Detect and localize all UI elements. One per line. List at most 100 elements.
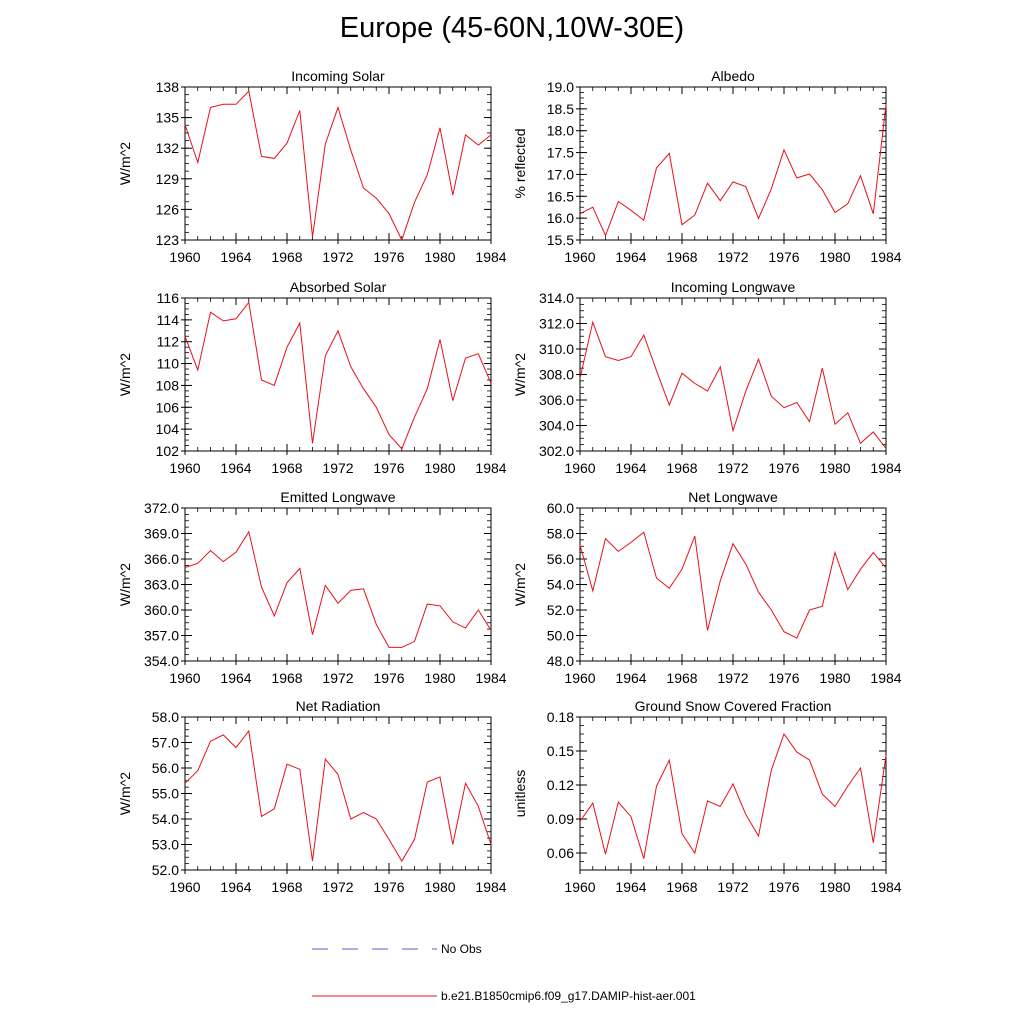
x-tick-label: 1960 [169, 879, 200, 895]
legend-line-solid [312, 995, 437, 997]
panel-title: Incoming Solar [291, 68, 385, 84]
panel-title: Ground Snow Covered Fraction [635, 698, 832, 714]
x-tick-label: 1968 [666, 460, 697, 476]
y-tick-label: 114 [157, 312, 180, 328]
y-tick-label: 17.5 [547, 145, 574, 161]
x-tick-label: 1968 [271, 460, 302, 476]
x-tick-label: 1968 [271, 249, 302, 265]
legend-line-dashed [312, 948, 437, 950]
y-tick-label: 58.0 [547, 526, 574, 542]
y-tick-label: 110 [157, 356, 180, 372]
x-tick-label: 1984 [870, 249, 901, 265]
x-tick-label: 1964 [220, 879, 251, 895]
series-line-0 [579, 531, 887, 639]
x-tick-label: 1976 [768, 249, 799, 265]
x-tick-label: 1980 [424, 879, 455, 895]
x-tick-label: 1972 [717, 460, 748, 476]
plot-frame [184, 716, 492, 871]
y-tick-label: 357.0 [144, 628, 179, 644]
chart-panel-3: Incoming Longwave W/m^2 302.0 304.0 306.0 308… [512, 279, 902, 476]
x-tick-label: 1976 [373, 460, 404, 476]
x-tick-label: 1980 [819, 249, 850, 265]
x-tick-label: 1980 [819, 670, 850, 686]
y-tick-label: 363.0 [144, 577, 179, 593]
y-tick-label: 302.0 [539, 443, 574, 459]
x-tick-label: 1968 [271, 670, 302, 686]
y-tick-label: 17.0 [547, 166, 574, 182]
y-tick-label: 308.0 [539, 367, 574, 383]
y-tick-label: 16.5 [547, 188, 574, 204]
y-tick-label: 138 [156, 79, 180, 95]
chart-panel-1: Albedo % reflected 15.5 16.0 16.5 17.0 17.5 18.… [512, 68, 902, 265]
x-tick-label: 1968 [271, 879, 302, 895]
x-tick-label: 1980 [424, 670, 455, 686]
x-tick-label: 1972 [322, 460, 353, 476]
y-tick-label: 306.0 [539, 392, 574, 408]
panel-title: Net Radiation [296, 698, 381, 714]
series-line-0 [579, 732, 887, 859]
x-tick-label: 1976 [373, 249, 404, 265]
series-line-0 [184, 729, 492, 863]
y-tick-label: 55.0 [152, 786, 179, 802]
x-tick-label: 1984 [870, 460, 901, 476]
y-tick-label: 56.0 [547, 551, 574, 567]
legend-label-model: b.e21.B1850cmip6.f09_g17.DAMIP-hist-aer.… [441, 989, 696, 1003]
x-tick-label: 1980 [819, 879, 850, 895]
panel-title: Incoming Longwave [671, 279, 796, 295]
y-tick-label: 132 [156, 140, 180, 156]
x-tick-label: 1968 [666, 249, 697, 265]
y-tick-label: 0.09 [547, 811, 574, 827]
plot-frame [184, 86, 492, 241]
y-tick-label: 0.18 [547, 709, 574, 725]
panel-title: Absorbed Solar [290, 279, 387, 295]
y-tick-label: 57.0 [152, 735, 179, 751]
x-tick-label: 1976 [768, 879, 799, 895]
x-tick-label: 1972 [717, 879, 748, 895]
y-tick-label: 56.0 [152, 760, 179, 776]
plot-frame [579, 716, 887, 871]
y-axis-label: W/m^2 [117, 563, 133, 606]
y-axis-label: W/m^2 [512, 353, 528, 396]
x-tick-label: 1964 [615, 670, 646, 686]
series-line-0 [184, 301, 492, 450]
x-tick-label: 1960 [564, 670, 595, 686]
x-tick-label: 1980 [424, 460, 455, 476]
legend-item-no-obs: No Obs [312, 942, 482, 956]
x-tick-label: 1972 [322, 249, 353, 265]
y-axis-label: W/m^2 [117, 772, 133, 815]
panel-title: Emitted Longwave [280, 489, 395, 505]
y-tick-label: 0.06 [547, 845, 574, 861]
y-tick-label: 58.0 [152, 709, 179, 725]
series-line-0 [184, 90, 492, 242]
x-tick-label: 1984 [870, 670, 901, 686]
legend-item-model: b.e21.B1850cmip6.f09_g17.DAMIP-hist-aer.… [312, 989, 696, 1003]
x-tick-label: 1972 [322, 670, 353, 686]
x-tick-label: 1976 [768, 460, 799, 476]
x-tick-label: 1968 [666, 879, 697, 895]
y-tick-label: 312.0 [539, 316, 574, 332]
x-tick-label: 1972 [717, 249, 748, 265]
y-tick-label: 18.5 [547, 101, 574, 117]
x-tick-label: 1984 [475, 249, 506, 265]
x-tick-label: 1976 [373, 670, 404, 686]
x-tick-label: 1964 [615, 249, 646, 265]
y-tick-label: 314.0 [539, 290, 574, 306]
y-tick-label: 116 [157, 290, 180, 306]
y-tick-label: 366.0 [144, 551, 179, 567]
chart-panel-7: Ground Snow Covered Fraction unitless 0.06… [512, 698, 902, 895]
legend-label-no-obs: No Obs [441, 942, 482, 956]
y-tick-label: 354.0 [144, 653, 179, 669]
x-tick-label: 1960 [169, 670, 200, 686]
y-axis-label: W/m^2 [117, 142, 133, 185]
panel-title: Albedo [711, 68, 755, 84]
y-tick-label: 50.0 [547, 628, 574, 644]
x-tick-label: 1984 [870, 879, 901, 895]
x-tick-label: 1984 [475, 879, 506, 895]
y-tick-label: 54.0 [152, 811, 179, 827]
plot-frame [579, 86, 887, 241]
x-tick-label: 1960 [169, 460, 200, 476]
y-tick-label: 372.0 [144, 500, 179, 516]
y-tick-label: 102 [156, 443, 180, 459]
y-tick-label: 129 [156, 171, 180, 187]
y-tick-label: 360.0 [144, 602, 179, 618]
